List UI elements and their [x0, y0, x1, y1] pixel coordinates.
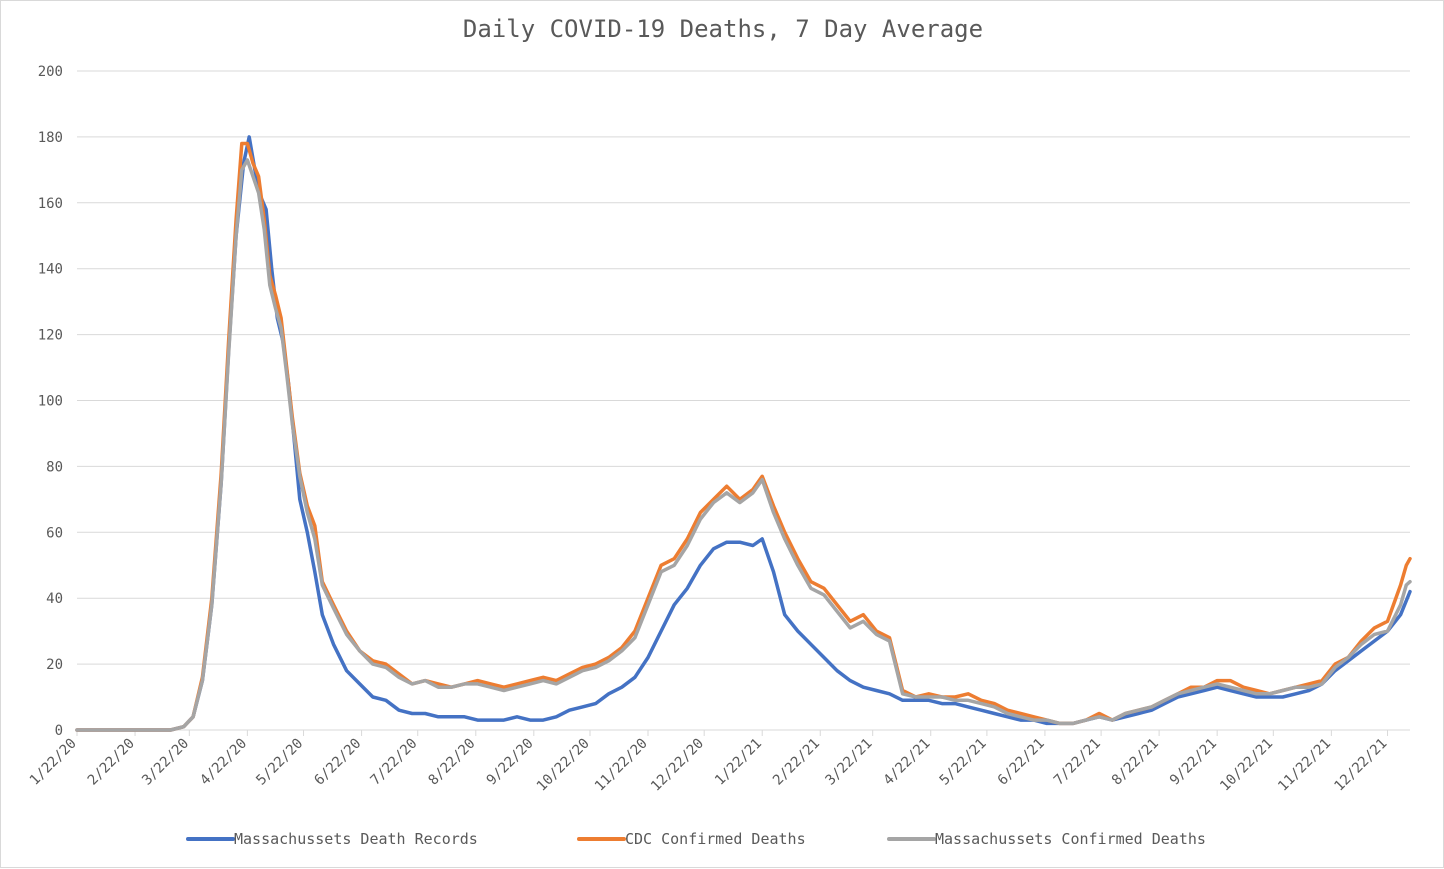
y-tick-label: 20 — [46, 657, 63, 673]
y-tick-label: 200 — [38, 64, 63, 80]
x-tick-label: 12/22/21 — [1331, 736, 1390, 795]
y-tick-label: 140 — [38, 262, 63, 278]
y-tick-label: 40 — [46, 591, 63, 607]
y-axis-ticks: 0 20 40 60 80 100 120 140 160 180 200 — [38, 64, 63, 739]
x-tick-label: 10/22/20 — [534, 736, 593, 795]
x-axis-ticks: 1/22/20 2/22/20 3/22/20 4/22/20 5/22/20 6/22/… — [27, 730, 1390, 795]
y-tick-label: 180 — [38, 130, 63, 146]
gridlines — [77, 70, 1410, 731]
series-line — [75, 141, 1412, 732]
x-tick-label: 8/22/21 — [1109, 736, 1162, 789]
x-tick-label: 6/22/20 — [311, 736, 364, 789]
y-tick-label: 0 — [55, 723, 63, 739]
x-tick-label: 12/22/20 — [648, 736, 707, 795]
x-tick-label: 2/22/20 — [85, 736, 138, 789]
x-tick-label: 4/22/20 — [197, 736, 250, 789]
legend-label: Massachussets Confirmed Deaths — [935, 830, 1206, 848]
x-tick-label: 8/22/20 — [426, 736, 479, 789]
y-tick-label: 100 — [38, 394, 63, 410]
y-tick-label: 60 — [46, 525, 63, 541]
x-tick-label: 3/22/21 — [822, 736, 875, 789]
x-tick-label: 5/22/21 — [937, 736, 990, 789]
x-tick-label: 1/22/20 — [27, 736, 80, 789]
x-tick-label: 10/22/21 — [1217, 736, 1276, 795]
series-line — [75, 135, 1412, 732]
x-tick-label: 5/22/20 — [253, 736, 306, 789]
x-tick-label: 9/22/20 — [484, 736, 537, 789]
y-tick-label: 120 — [38, 328, 63, 344]
x-tick-label: 11/22/21 — [1275, 736, 1334, 795]
x-tick-label: 3/22/20 — [139, 736, 192, 789]
x-tick-label: 9/22/21 — [1167, 736, 1220, 789]
legend-label: CDC Confirmed Deaths — [625, 830, 806, 848]
x-tick-label: 7/22/20 — [368, 736, 421, 789]
y-tick-label: 160 — [38, 196, 63, 212]
x-tick-label: 11/22/20 — [592, 736, 651, 795]
x-tick-label: 1/22/21 — [712, 736, 765, 789]
series-lines — [75, 135, 1412, 732]
x-tick-label: 2/22/21 — [770, 736, 823, 789]
legend: Massachussets Death Records CDC Confirmed… — [186, 830, 1206, 848]
y-tick-label: 80 — [46, 459, 63, 475]
x-tick-label: 4/22/21 — [881, 736, 934, 789]
x-tick-label: 7/22/21 — [1051, 736, 1104, 789]
legend-label: Massachussets Death Records — [234, 830, 478, 848]
series-line — [75, 158, 1412, 732]
chart-title: Daily COVID-19 Deaths, 7 Day Average — [463, 15, 983, 43]
x-tick-label: 6/22/21 — [995, 736, 1048, 789]
